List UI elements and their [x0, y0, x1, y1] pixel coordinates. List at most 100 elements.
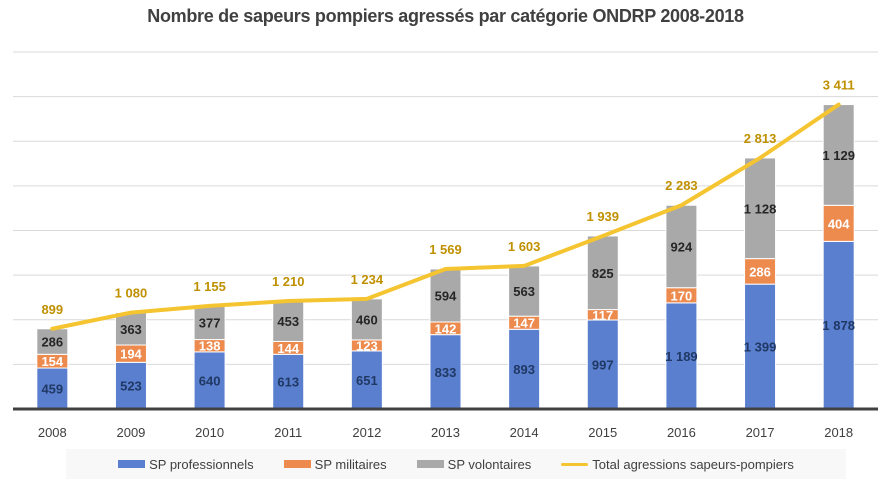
- data-label-total: 2 813: [744, 131, 777, 146]
- x-tick-label: 2008: [38, 425, 67, 440]
- data-label-total: 3 411: [823, 78, 855, 93]
- legend-item-total[interactable]: Total agressions sapeurs-pompiers: [561, 457, 794, 472]
- line-point-2009[interactable]: [129, 311, 132, 314]
- bar-sp-volontaires-2011[interactable]: [272, 300, 305, 342]
- data-label-sp-professionnels: 459: [41, 382, 63, 397]
- data-label-sp-professionnels: 1 189: [665, 349, 698, 364]
- bar-sp-volontaires-2010[interactable]: [193, 305, 226, 341]
- line-point-2018[interactable]: [837, 103, 840, 106]
- data-label-sp-militaires: 154: [41, 354, 63, 369]
- x-tick-label: 2013: [431, 425, 460, 440]
- line-point-2012[interactable]: [365, 297, 368, 300]
- data-label-sp-volontaires: 924: [671, 239, 693, 254]
- line-point-2011[interactable]: [287, 300, 290, 303]
- data-label-total: 1 155: [193, 279, 226, 294]
- data-label-sp-volontaires: 363: [120, 322, 142, 337]
- data-label-total: 2 283: [665, 178, 698, 193]
- legend-label: SP volontaires: [447, 456, 532, 472]
- legend-swatch-sp-volontaires: [416, 460, 444, 468]
- data-label-sp-militaires: 144: [277, 341, 299, 356]
- data-label-sp-militaires: 117: [592, 308, 613, 323]
- line-point-2015[interactable]: [601, 234, 604, 237]
- legend-label: SP professionnels: [149, 456, 254, 472]
- legend-item-sp-volontaires[interactable]: SP volontaires: [416, 456, 532, 472]
- line-point-2016[interactable]: [680, 204, 683, 207]
- data-label-sp-volontaires: 460: [356, 312, 378, 327]
- legend-swatch-total-line: [561, 462, 589, 466]
- data-label-sp-professionnels: 997: [592, 358, 614, 373]
- data-label-sp-professionnels: 523: [120, 379, 142, 394]
- line-point-2010[interactable]: [208, 304, 211, 307]
- data-label-sp-volontaires: 825: [592, 266, 614, 281]
- line-point-2017[interactable]: [759, 156, 762, 159]
- bar-sp-volontaires-2018[interactable]: [822, 104, 855, 206]
- bar-sp-professionnels-2013[interactable]: [429, 334, 462, 410]
- legend-label: Total agressions sapeurs-pompiers: [592, 456, 794, 472]
- data-label-total: 1 210: [272, 274, 305, 289]
- data-label-sp-militaires: 138: [199, 339, 221, 354]
- line-point-2008[interactable]: [51, 327, 54, 330]
- bar-sp-volontaires-2013[interactable]: [429, 268, 462, 323]
- data-label-sp-militaires: 286: [749, 264, 771, 279]
- legend-label: SP militaires: [314, 456, 387, 472]
- data-label-total: 1 569: [429, 242, 462, 257]
- x-tick-labels: 2008 2009 2010 2011 2012 2013 2014 2015 2016 2017…: [38, 425, 853, 440]
- bar-sp-professionnels-2011[interactable]: [272, 353, 305, 410]
- x-tick-label: 2010: [195, 425, 224, 440]
- data-labels: 459 154 286 523 194 363 640 138 377 613 144 453 651 1…: [41, 78, 854, 397]
- data-label-sp-professionnels: 651: [356, 373, 378, 388]
- data-label-sp-volontaires: 563: [513, 284, 535, 299]
- data-label-sp-militaires: 170: [671, 288, 693, 303]
- bar-sp-professionnels-2010[interactable]: [193, 351, 226, 410]
- data-label-sp-militaires: 404: [828, 216, 850, 231]
- x-tick-label: 2009: [116, 425, 145, 440]
- bar-sp-volontaires-2015[interactable]: [586, 235, 619, 311]
- legend-item-sp-militaires[interactable]: SP militaires: [283, 456, 387, 472]
- data-label-sp-volontaires: 1 129: [822, 148, 855, 163]
- data-label-sp-volontaires: 377: [199, 316, 221, 331]
- data-label-sp-professionnels: 640: [199, 373, 221, 388]
- line-series: [50, 102, 841, 331]
- bar-sp-volontaires-2008[interactable]: [36, 328, 69, 355]
- data-label-total: 1 234: [351, 272, 384, 287]
- data-label-sp-professionnels: 613: [277, 375, 299, 390]
- bar-sp-professionnels-2009[interactable]: [114, 361, 147, 410]
- data-label-sp-militaires: 147: [513, 316, 535, 331]
- legend-swatch-sp-militaires: [283, 460, 311, 468]
- chart-plot-area: 459 154 286 523 194 363 640 138 377 613 144 453 651 1…: [13, 51, 878, 440]
- data-label-total: 1 939: [586, 209, 619, 224]
- bar-sp-militaires-2017[interactable]: [744, 258, 777, 285]
- data-label-total: 1 603: [508, 239, 541, 254]
- data-label-total: 1 080: [115, 286, 148, 301]
- bar-sp-professionnels-2017[interactable]: [744, 283, 777, 410]
- data-label-total: 899: [41, 302, 63, 317]
- bar-sp-volontaires-2017[interactable]: [744, 157, 777, 260]
- line-point-2014[interactable]: [523, 264, 526, 267]
- data-label-sp-professionnels: 1 399: [744, 340, 777, 355]
- bar-sp-militaires-2018[interactable]: [822, 204, 855, 242]
- data-label-sp-militaires: 123: [356, 338, 378, 353]
- legend-item-sp-professionnels[interactable]: SP professionnels: [118, 457, 254, 472]
- data-label-sp-volontaires: 594: [435, 288, 457, 303]
- bar-sp-volontaires-2016[interactable]: [665, 204, 698, 289]
- x-tick-label: 2011: [274, 425, 302, 440]
- legend-swatch-sp-professionnels: [118, 460, 146, 468]
- x-tick-label: 2018: [824, 425, 853, 440]
- data-label-sp-volontaires: 1 128: [744, 201, 777, 216]
- data-label-sp-volontaires: 453: [277, 314, 299, 329]
- bar-sp-volontaires-2014[interactable]: [508, 265, 541, 317]
- x-tick-label: 2015: [588, 425, 617, 440]
- x-tick-label: 2017: [746, 425, 775, 440]
- data-label-sp-professionnels: 893: [513, 362, 535, 377]
- data-label-sp-militaires: 194: [120, 347, 142, 362]
- bar-sp-professionnels-2014[interactable]: [508, 328, 541, 410]
- bar-sp-volontaires-2012[interactable]: [350, 298, 383, 341]
- line-point-2013[interactable]: [444, 267, 447, 270]
- data-label-sp-professionnels: 1 878: [822, 318, 855, 333]
- bar-sp-volontaires-2009[interactable]: [114, 312, 147, 346]
- x-tick-label: 2014: [510, 425, 539, 440]
- data-label-sp-militaires: 142: [435, 321, 457, 336]
- data-label-sp-volontaires: 286: [41, 335, 63, 350]
- bar-sp-professionnels-2015[interactable]: [586, 319, 619, 410]
- x-tick-label: 2012: [352, 425, 381, 440]
